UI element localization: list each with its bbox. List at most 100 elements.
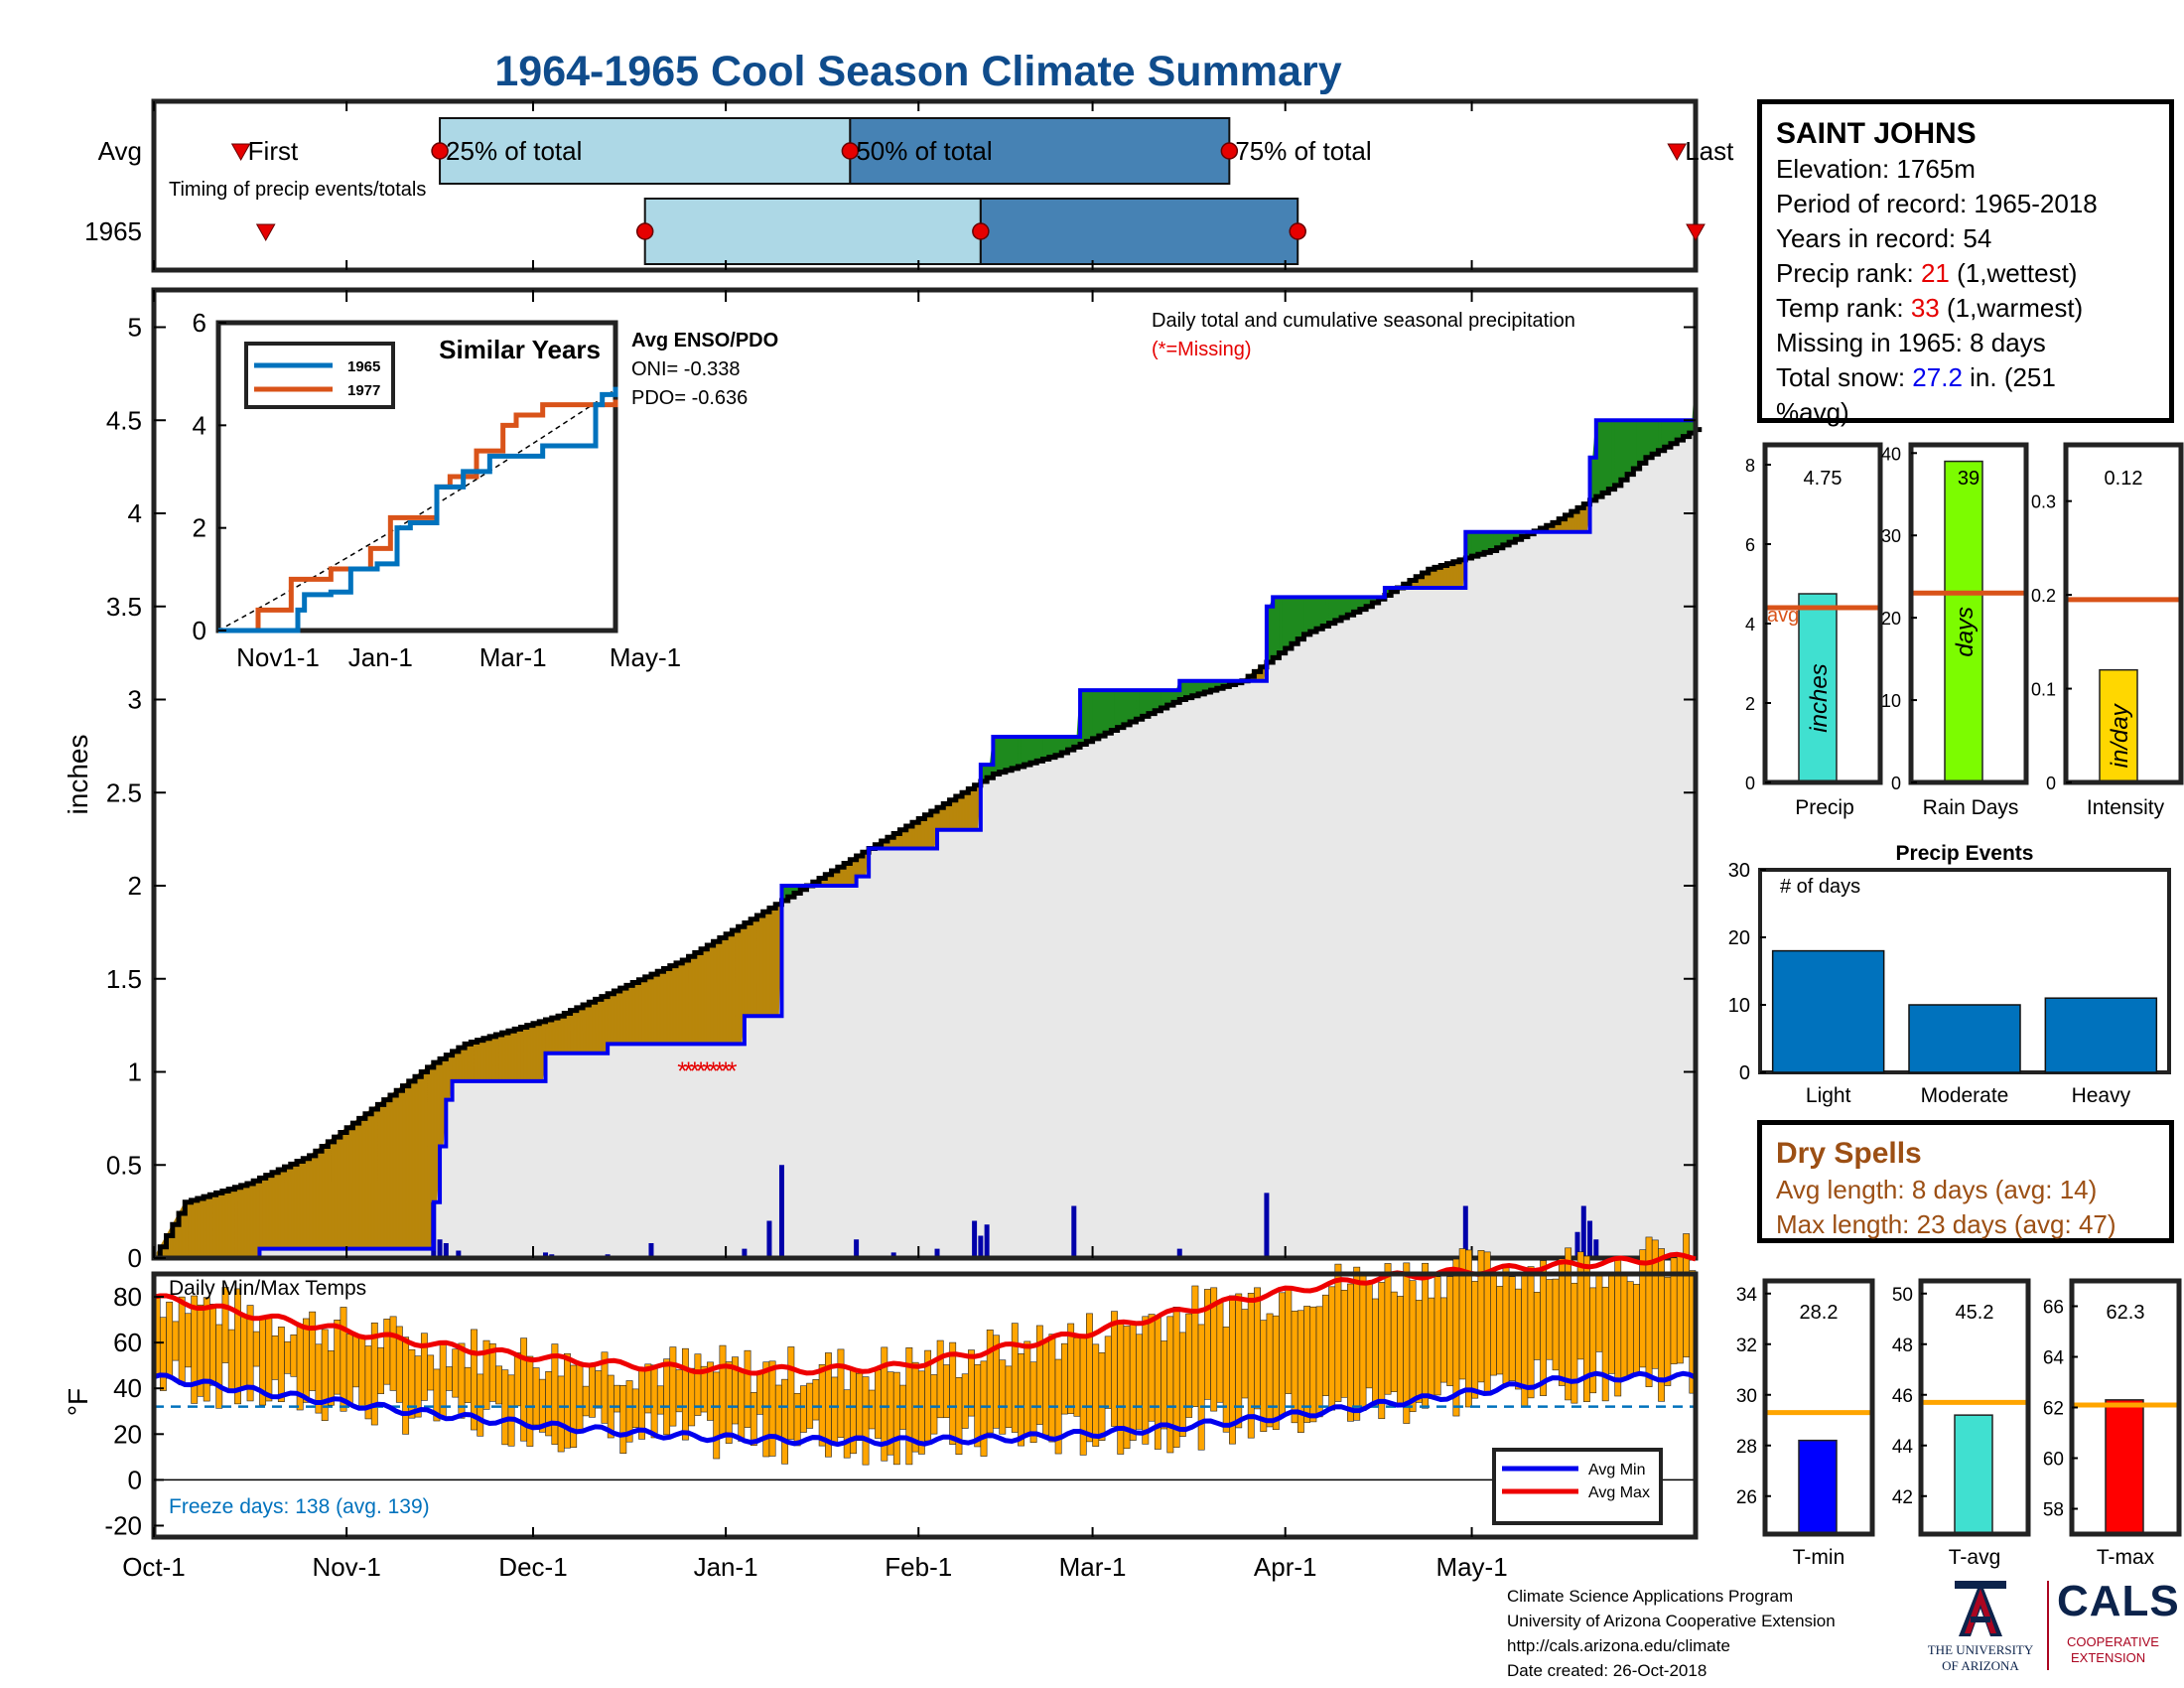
precip-events-bar-light — [1771, 949, 1885, 1073]
timing-avg-last-label: Last — [1685, 136, 1734, 166]
station-period: Period of record: 1965-2018 — [1776, 189, 2098, 218]
missing-data-mark: * — [727, 1056, 737, 1086]
missing-data-mark: * — [702, 1056, 712, 1086]
daily-temp-bar — [1527, 1266, 1535, 1399]
temp-summary-ytick-label: 64 — [2043, 1348, 2065, 1369]
daily-temp-bar — [309, 1311, 317, 1391]
main-ytick-label: 0.5 — [106, 1150, 142, 1180]
daily-temp-bar — [563, 1352, 571, 1449]
timing-row-1965-label: 1965 — [84, 216, 142, 246]
main-ytick-label: 1 — [128, 1057, 142, 1087]
daily-temp-bar — [1415, 1300, 1423, 1403]
daily-precip-bar — [1462, 1205, 1468, 1258]
similar-years-title: Similar Years — [439, 335, 601, 364]
footer-line-4: Date created: 26-Oct-2018 — [1507, 1661, 1707, 1680]
daily-temp-bar — [1496, 1286, 1504, 1375]
temp-summary-ytick-label: 46 — [1892, 1386, 1913, 1407]
daily-temp-bar — [961, 1373, 969, 1429]
temp-legend-frame — [1492, 1448, 1663, 1525]
daily-temp-bar — [1378, 1282, 1386, 1420]
temp-summary-ytick-label: 30 — [1736, 1386, 1757, 1407]
daily-temp-bar — [750, 1392, 757, 1446]
daily-temp-bar — [1018, 1353, 1024, 1447]
main-ytick-label: 0 — [128, 1243, 142, 1273]
freeze-days-label: Freeze days: 138 (avg. 139) — [169, 1495, 430, 1518]
main-ytick-label: 4 — [128, 498, 142, 528]
temp-xtick-label: Apr-1 — [1254, 1552, 1317, 1582]
daily-temp-bar — [1664, 1276, 1672, 1386]
missing-data-mark: * — [721, 1056, 731, 1086]
daily-temp-bar — [719, 1344, 727, 1436]
daily-temp-bar — [166, 1301, 174, 1379]
cals-text: CALS — [2057, 1577, 2180, 1625]
daily-temp-bar — [831, 1376, 839, 1446]
summary-bar-value-0: 4.75 — [1804, 468, 1843, 490]
temp-summary-ytick-label: 44 — [1892, 1437, 1914, 1458]
daily-temp-bar — [669, 1346, 677, 1427]
daily-temp-bar — [1439, 1297, 1447, 1383]
daily-temp-bar — [1098, 1352, 1106, 1441]
daily-temp-bar — [1111, 1311, 1118, 1427]
daily-temp-bar — [1359, 1274, 1367, 1411]
similar-series-1965-line — [218, 386, 618, 633]
precip-events-label-light: Light — [1806, 1084, 1851, 1107]
temp-summary-frame — [1918, 1278, 2031, 1537]
temp-ytick-label: 0 — [128, 1465, 142, 1494]
temp-xtick-label: Feb-1 — [885, 1552, 952, 1582]
station-name: SAINT JOHNS — [1776, 117, 1977, 150]
daily-temp-bar — [1570, 1282, 1578, 1404]
missing-note: (*=Missing) — [1152, 339, 1252, 360]
daily-temp-bar — [799, 1385, 807, 1433]
temp-chart-label: Daily Min/Max Temps — [169, 1277, 366, 1300]
summary-ytick-label: 6 — [1745, 535, 1755, 555]
daily-temp-bar — [1601, 1286, 1609, 1402]
daily-temp-bar — [738, 1369, 746, 1442]
daily-temp-bar — [452, 1348, 460, 1398]
daily-temp-bar — [1372, 1298, 1379, 1407]
missing-data-mark: * — [715, 1056, 725, 1086]
daily-precip-bar — [972, 1220, 978, 1258]
enso-oni: ONI= -0.338 — [631, 358, 741, 380]
daily-temp-bar — [589, 1363, 596, 1418]
similar-ytick-label: 6 — [193, 308, 206, 338]
daily-temp-bar — [1515, 1288, 1522, 1390]
summary-ytick-label: 0 — [1891, 774, 1901, 793]
ua-a-icon — [1951, 1579, 2010, 1638]
daily-temp-bar — [1552, 1278, 1560, 1371]
daily-temp-bar — [1446, 1276, 1454, 1386]
ua-text-2: OF ARIZONA — [1942, 1658, 2019, 1673]
timing-1965-last-marker — [1686, 223, 1706, 242]
daily-temp-bar — [1558, 1258, 1566, 1386]
summary-ytick-label: 20 — [1881, 609, 1901, 629]
daily-temp-bar — [1254, 1287, 1261, 1410]
temp-legend-max-label: Avg Max — [1588, 1484, 1650, 1501]
daily-temp-bar — [172, 1321, 180, 1361]
timing-row-avg-label: Avg — [98, 136, 142, 166]
summary-ytick-label: 0.2 — [2031, 586, 2056, 606]
footer-line-3[interactable]: http://cals.arizona.edu/climate — [1507, 1636, 1730, 1655]
summary-ytick-label: 4 — [1745, 615, 1755, 634]
timing-avg-last-marker — [1667, 143, 1688, 162]
temp-summary-value-2: 62.3 — [2107, 1302, 2145, 1324]
precip-events-ytick-label: 20 — [1728, 927, 1750, 949]
daily-temp-bar — [843, 1389, 851, 1459]
summary-ytick-label: 30 — [1881, 526, 1901, 546]
daily-temp-bar — [1073, 1336, 1081, 1417]
daily-temp-bar — [1540, 1260, 1548, 1396]
daily-temp-bar — [501, 1369, 509, 1446]
daily-temp-bar — [513, 1352, 521, 1407]
daily-precip-bar — [437, 1239, 443, 1258]
daily-temp-bar — [1365, 1281, 1373, 1389]
timing-avg-q75-label: 75% of total — [1235, 136, 1371, 166]
daily-temp-bar — [949, 1341, 957, 1445]
daily-temp-bar — [209, 1304, 216, 1386]
summary-bar-unit-2: in/day — [2107, 702, 2133, 768]
daily-temp-bar — [191, 1295, 199, 1404]
temp-xtick-label: Nov-1 — [312, 1552, 380, 1582]
temp-ylabel: °F — [63, 1388, 93, 1416]
daily-temp-bar — [345, 1334, 353, 1404]
footer-line-1: Climate Science Applications Program — [1507, 1587, 1794, 1606]
precip-events-label-moderate: Moderate — [1921, 1084, 2009, 1107]
daily-temp-bar — [1639, 1249, 1647, 1368]
daily-temp-bar — [806, 1382, 814, 1429]
